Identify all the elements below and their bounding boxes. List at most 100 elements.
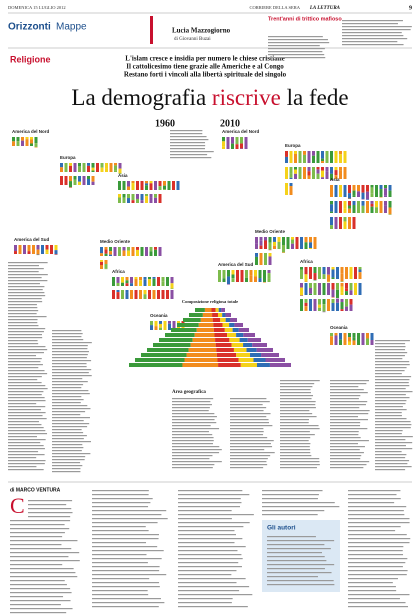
headline-part: La demografia: [71, 85, 206, 110]
country-list-line: [375, 418, 407, 420]
country-bar: [361, 205, 365, 213]
body-line: [178, 530, 235, 532]
composition-band: [225, 313, 231, 317]
country-bar: [145, 196, 148, 203]
country-bar: [87, 181, 90, 185]
country-bar: [285, 167, 288, 179]
country-bar: [150, 321, 153, 326]
country-bar: [73, 176, 77, 180]
country-list-line: [8, 346, 46, 348]
body-line: [267, 560, 327, 562]
body-line: [10, 608, 73, 610]
region-label: America del Sud: [218, 262, 254, 267]
composition-band: [194, 333, 215, 337]
country-list-line: [52, 414, 81, 416]
body-line: [178, 526, 244, 528]
country-list-line: [330, 401, 368, 403]
teaser-title: Trent'anni di trittico mafioso: [268, 16, 342, 22]
country-bar: [149, 247, 153, 252]
country-bar: [300, 269, 303, 279]
body-line: [348, 602, 406, 604]
body-line: [267, 544, 325, 546]
body-line: [178, 578, 246, 580]
country-list-line: [52, 363, 87, 365]
country-bar: [235, 137, 239, 145]
country-bar: [30, 139, 33, 144]
country-bar: [309, 299, 312, 311]
country-list-line: [375, 388, 406, 390]
body-line: [348, 598, 400, 600]
country-bar: [170, 277, 174, 284]
teaser-line: [342, 35, 404, 37]
country-bar: [109, 247, 112, 252]
country-bar: [21, 137, 24, 141]
body-line: [348, 578, 398, 580]
teaser-line: [342, 41, 398, 43]
region-label: America del Nord: [12, 129, 50, 134]
country-bar: [277, 241, 281, 249]
country-bar: [157, 277, 160, 286]
composition-band: [213, 328, 225, 332]
country-list-line: [52, 351, 89, 353]
country-bar: [255, 243, 258, 249]
country-bar: [366, 201, 369, 213]
country-bar: [370, 201, 374, 204]
country-bar: [330, 204, 333, 212]
country-bar: [291, 237, 294, 240]
body-line: [92, 522, 158, 524]
country-bar: [349, 299, 353, 305]
body-line: [92, 554, 147, 556]
country-bar: [122, 181, 126, 190]
country-bar: [87, 163, 90, 166]
country-bar: [222, 146, 225, 149]
country-list-line: [280, 380, 320, 382]
composition-band: [221, 308, 225, 312]
country-bar: [16, 137, 20, 142]
country-list-line: [8, 445, 44, 447]
country-bar: [170, 283, 174, 289]
region-label: Asia: [330, 177, 340, 182]
country-list-line: [330, 380, 369, 382]
country-list-line: [280, 386, 313, 388]
article-text: [10, 490, 411, 614]
country-bar: [289, 177, 293, 179]
country-bar: [222, 270, 226, 279]
country-list-line: [52, 441, 91, 443]
body-line: [92, 558, 162, 560]
country-bar: [313, 237, 317, 249]
country-bar: [259, 237, 263, 241]
country-bar: [285, 151, 288, 157]
composition-band: [229, 338, 240, 342]
country-bar: [388, 190, 392, 197]
country-bar: [69, 165, 72, 172]
country-bar: [235, 147, 239, 149]
note-line: [230, 413, 271, 415]
country-bar: [104, 253, 108, 256]
country-bar: [300, 287, 303, 296]
country-list-line: [330, 389, 364, 391]
country-bar: [336, 289, 339, 298]
country-bar: [339, 151, 342, 155]
country-bar: [130, 283, 133, 286]
country-bar: [388, 214, 392, 215]
composition-band: [212, 318, 221, 322]
country-bar: [340, 302, 344, 310]
composition-band: [238, 328, 249, 332]
body-line: [348, 538, 411, 540]
country-bar: [245, 277, 248, 282]
country-bar: [322, 311, 326, 313]
country-bar: [298, 174, 302, 179]
country-list-line: [330, 383, 367, 385]
teaser-line: [342, 38, 408, 40]
country-list-line: [8, 364, 43, 366]
country-bar: [54, 250, 58, 255]
country-list-line: [8, 355, 37, 357]
country-list-line: [52, 408, 91, 410]
country-bar: [340, 309, 344, 311]
country-list-line: [52, 444, 83, 446]
country-list-line: [8, 403, 37, 405]
country-list-line: [375, 463, 408, 465]
country-bar: [158, 181, 162, 187]
country-list-line: [330, 455, 362, 457]
note-line: [230, 455, 271, 457]
